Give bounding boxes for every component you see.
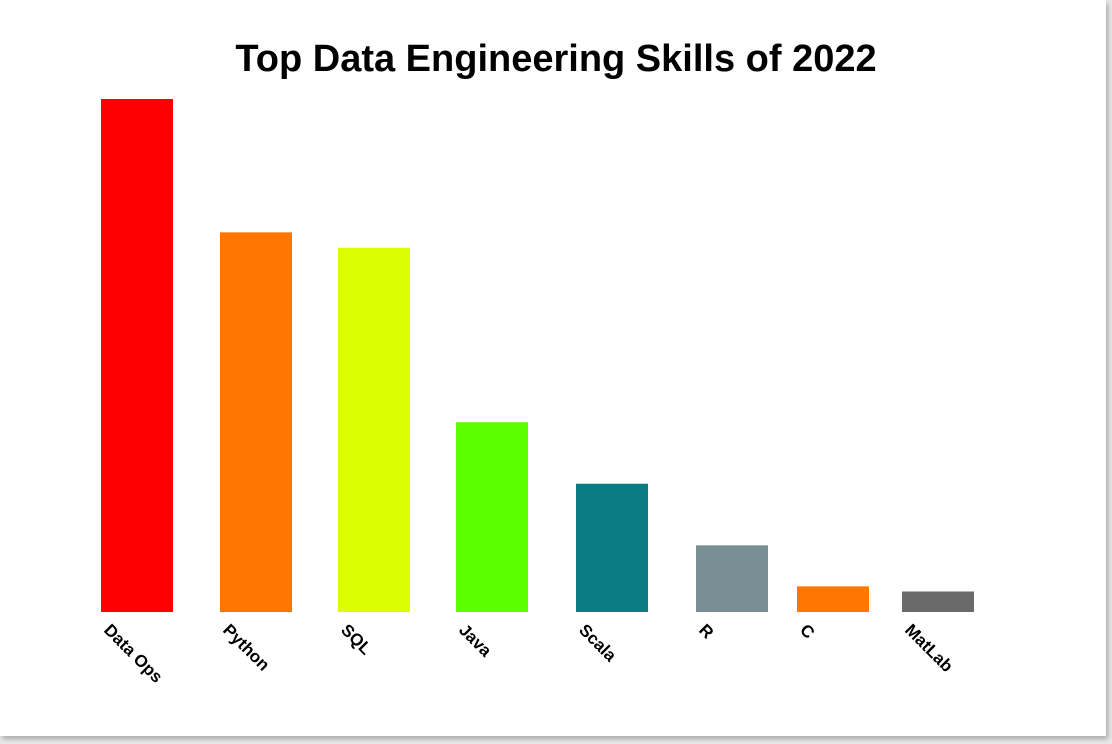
bar-data-ops <box>101 99 173 612</box>
x-tick-label: C <box>796 620 818 642</box>
x-tick-label: Java <box>455 620 496 661</box>
bar-python <box>220 232 292 612</box>
x-tick-label: Data Ops <box>100 620 166 686</box>
x-tick-label: Python <box>219 620 273 674</box>
x-tick-label: Scala <box>575 620 620 665</box>
x-tick-label: MatLab <box>901 620 957 676</box>
bar-scala <box>576 483 648 612</box>
bar-java <box>456 422 528 612</box>
bar-sql <box>338 247 410 612</box>
bar-matlab <box>902 591 974 612</box>
x-tick-label: R <box>695 620 717 642</box>
bar-r <box>696 545 768 612</box>
bar-c <box>797 586 869 612</box>
chart-title: Top Data Engineering Skills of 2022 <box>235 38 877 80</box>
x-tick-label: SQL <box>337 620 375 658</box>
